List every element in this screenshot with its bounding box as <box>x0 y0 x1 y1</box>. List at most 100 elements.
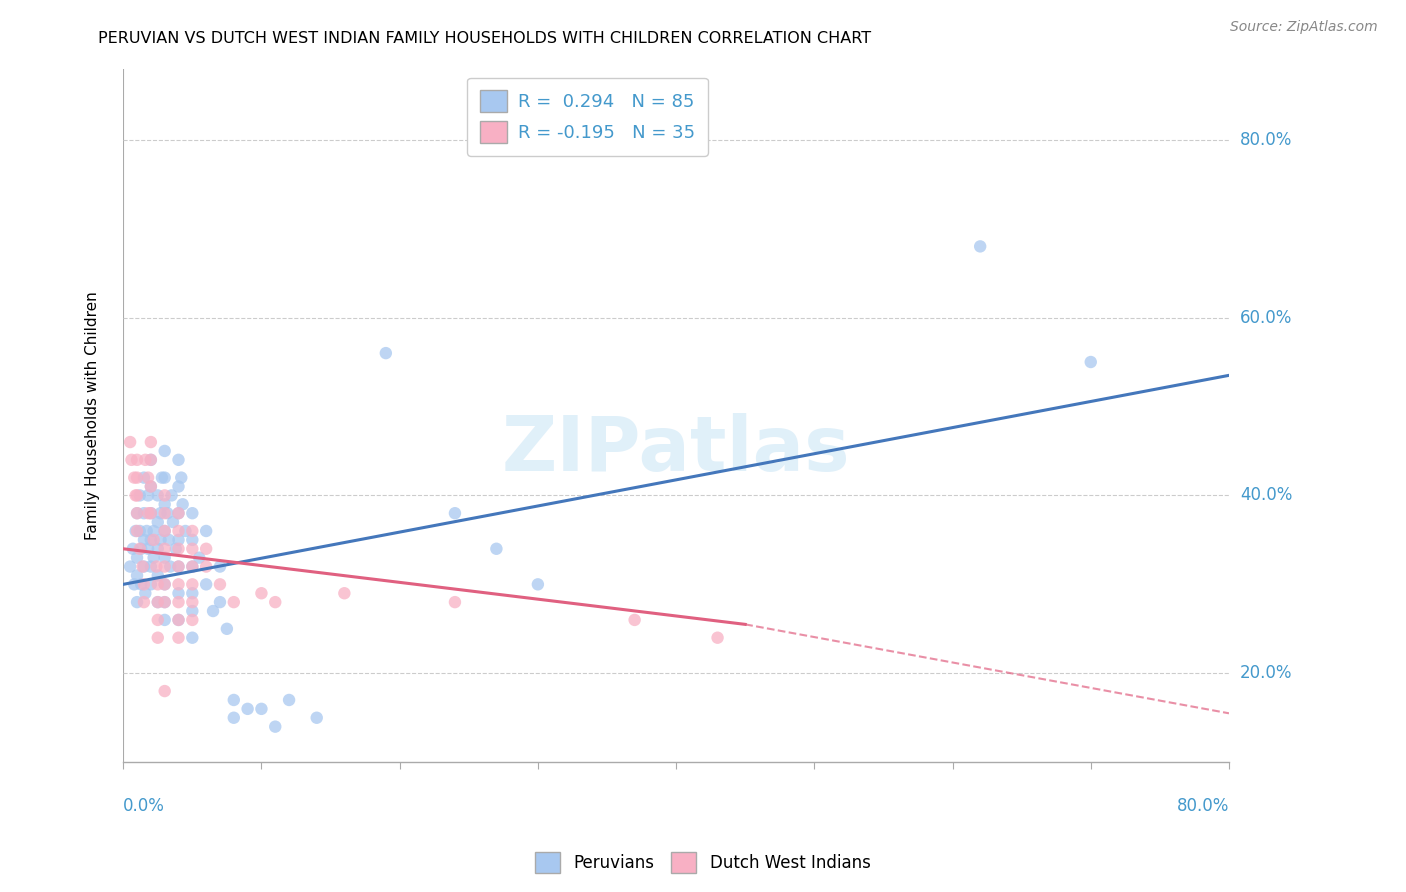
Point <box>167 613 190 627</box>
Point <box>124 524 146 538</box>
Point <box>136 506 159 520</box>
Point <box>181 559 204 574</box>
Point <box>134 586 156 600</box>
Point <box>132 595 155 609</box>
Point <box>167 595 190 609</box>
Text: 80.0%: 80.0% <box>1177 797 1229 815</box>
Point <box>208 559 231 574</box>
Point <box>195 577 218 591</box>
Point <box>124 488 146 502</box>
Text: 60.0%: 60.0% <box>1240 309 1292 326</box>
Point <box>623 613 645 627</box>
Point <box>125 470 148 484</box>
Point <box>157 533 180 547</box>
Point <box>278 693 301 707</box>
Point <box>125 506 148 520</box>
Point <box>124 470 146 484</box>
Point <box>167 577 190 591</box>
Point <box>153 470 176 484</box>
Point <box>142 550 165 565</box>
Point <box>181 559 204 574</box>
Point <box>124 577 146 591</box>
Point <box>167 586 190 600</box>
Point <box>181 613 204 627</box>
Point <box>159 559 181 574</box>
Point <box>181 533 204 547</box>
Point <box>222 711 245 725</box>
Point <box>167 506 190 520</box>
Point <box>120 435 142 450</box>
Point <box>333 586 356 600</box>
Point <box>167 559 190 574</box>
Point <box>195 541 218 556</box>
Point <box>181 541 204 556</box>
Point <box>125 453 148 467</box>
Point <box>125 550 148 565</box>
Point <box>153 613 176 627</box>
Point <box>167 506 190 520</box>
Point <box>160 488 183 502</box>
Point <box>153 577 176 591</box>
Point <box>136 488 159 502</box>
Text: Source: ZipAtlas.com: Source: ZipAtlas.com <box>1230 20 1378 34</box>
Point <box>250 702 273 716</box>
Point <box>125 524 148 538</box>
Point <box>156 506 179 520</box>
Point <box>139 559 162 574</box>
Point <box>149 506 172 520</box>
Point <box>146 488 169 502</box>
Point <box>120 559 142 574</box>
Point <box>174 524 197 538</box>
Point <box>264 720 287 734</box>
Point <box>129 577 152 591</box>
Point <box>149 533 172 547</box>
Point <box>139 577 162 591</box>
Point <box>132 559 155 574</box>
Point <box>146 568 169 582</box>
Legend: Peruvians, Dutch West Indians: Peruvians, Dutch West Indians <box>529 846 877 880</box>
Point <box>121 453 143 467</box>
Point <box>134 453 156 467</box>
Point <box>167 453 190 467</box>
Point <box>142 524 165 538</box>
Point <box>153 595 176 609</box>
Point <box>167 524 190 538</box>
Point <box>181 604 204 618</box>
Point <box>153 488 176 502</box>
Point <box>167 533 190 547</box>
Point <box>145 559 167 574</box>
Point <box>167 631 190 645</box>
Point <box>162 515 184 529</box>
Point <box>139 435 162 450</box>
Point <box>153 444 176 458</box>
Point <box>139 453 162 467</box>
Legend: R =  0.294   N = 85, R = -0.195   N = 35: R = 0.294 N = 85, R = -0.195 N = 35 <box>467 78 707 156</box>
Point <box>139 533 162 547</box>
Text: 40.0%: 40.0% <box>1240 486 1292 504</box>
Point <box>222 595 245 609</box>
Y-axis label: Family Households with Children: Family Households with Children <box>86 291 100 540</box>
Point <box>188 550 211 565</box>
Point <box>195 524 218 538</box>
Point <box>136 470 159 484</box>
Point <box>146 595 169 609</box>
Point <box>128 524 150 538</box>
Point <box>181 631 204 645</box>
Point <box>202 604 225 618</box>
Point <box>125 595 148 609</box>
Point <box>165 541 187 556</box>
Point <box>485 541 508 556</box>
Point <box>139 479 162 493</box>
Point <box>181 586 204 600</box>
Point <box>181 506 204 520</box>
Point <box>150 470 173 484</box>
Point <box>146 631 169 645</box>
Point <box>969 239 991 253</box>
Point <box>167 613 190 627</box>
Point <box>153 595 176 609</box>
Point <box>1080 355 1102 369</box>
Point <box>167 541 190 556</box>
Point <box>146 577 169 591</box>
Point <box>170 470 193 484</box>
Point <box>153 550 176 565</box>
